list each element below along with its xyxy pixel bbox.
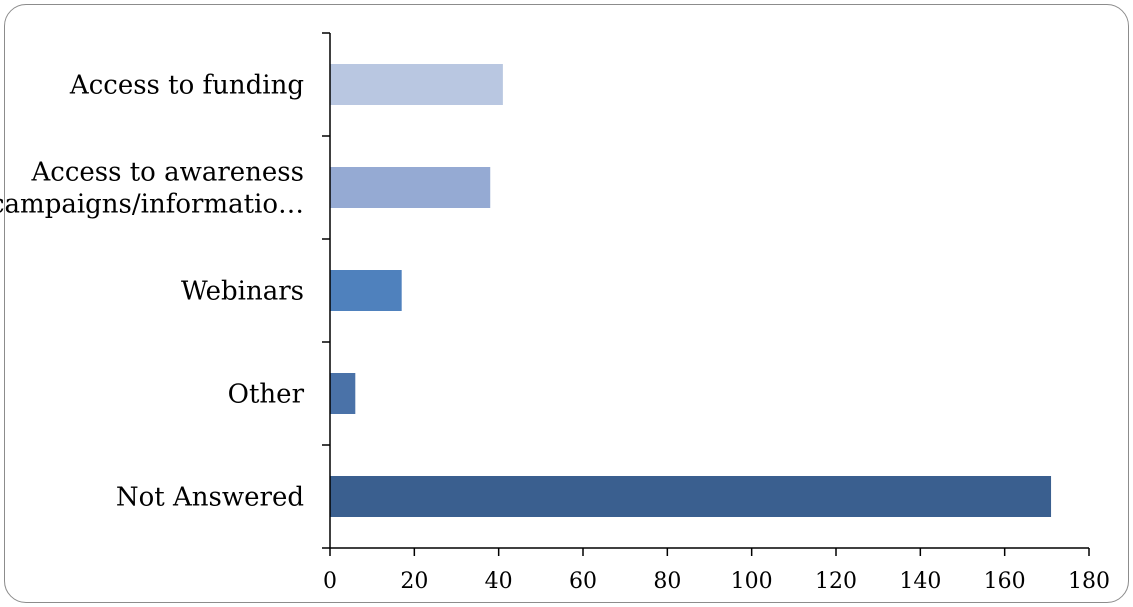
- x-tick-label-2: 40: [485, 569, 513, 594]
- x-tick-label-9: 180: [1068, 569, 1110, 594]
- bar-1: [330, 167, 491, 208]
- category-label-0: Access to funding: [69, 71, 304, 101]
- category-label-line: Access to awareness: [31, 158, 305, 188]
- x-tick-label-0: 0: [323, 569, 337, 594]
- category-label-line: Other: [228, 380, 305, 410]
- category-label-1: Access to awareness campaigns/informatio…: [0, 158, 304, 220]
- category-label-line: campaigns/informatio…: [0, 190, 304, 220]
- category-label-4: Not Answered: [116, 483, 304, 513]
- category-label-2: Webinars: [181, 277, 304, 307]
- category-label-line: Webinars: [181, 277, 304, 307]
- x-tick-label-8: 160: [984, 569, 1026, 594]
- category-label-line: Access to funding: [69, 71, 304, 101]
- x-tick-label-4: 80: [653, 569, 681, 594]
- category-label-3: Other: [228, 380, 305, 410]
- bar-2: [330, 270, 402, 311]
- bar-3: [330, 373, 356, 414]
- x-tick-label-3: 60: [569, 569, 597, 594]
- x-tick-label-7: 140: [899, 569, 941, 594]
- x-tick-label-5: 100: [731, 569, 773, 594]
- bar-0: [330, 64, 503, 105]
- x-tick-label-6: 120: [815, 569, 857, 594]
- bar-4: [330, 476, 1052, 517]
- category-label-line: Not Answered: [116, 483, 304, 513]
- x-tick-label-1: 20: [400, 569, 428, 594]
